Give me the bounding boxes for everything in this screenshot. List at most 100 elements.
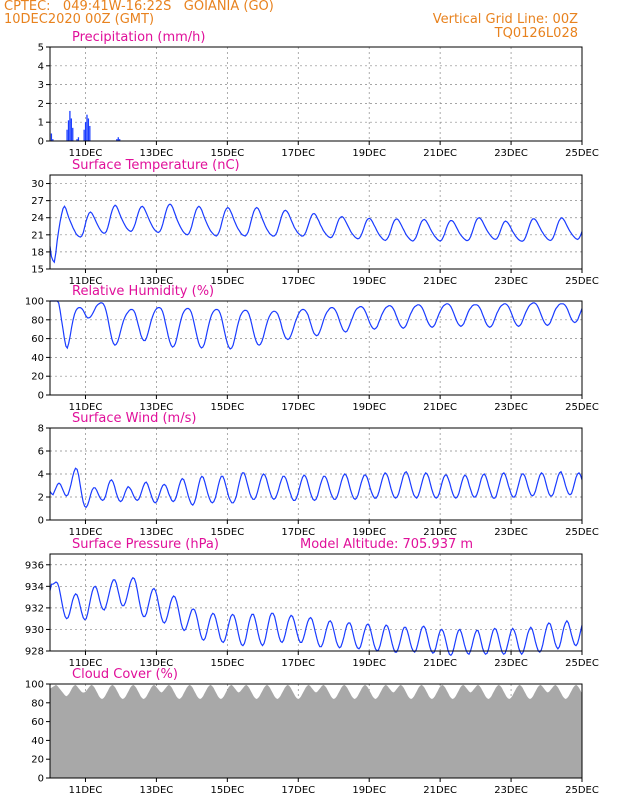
temp-xtick-label: 15DEC: [210, 276, 244, 287]
wind-xtick-label: 11DEC: [69, 527, 103, 538]
rh-xtick-label: 21DEC: [423, 402, 457, 413]
precip-xtick-label: 23DEC: [494, 148, 528, 159]
cloud-ytick-label: 0: [38, 774, 44, 785]
precip-bar: [119, 139, 121, 141]
wind-xtick-label: 13DEC: [140, 527, 174, 538]
cloud-xtick-label: 23DEC: [494, 785, 528, 796]
precip-bar: [52, 139, 54, 141]
rh-ytick-label: 0: [38, 391, 44, 402]
cloud-xtick-label: 21DEC: [423, 785, 457, 796]
precip-xtick-label: 17DEC: [281, 148, 315, 159]
wind-ytick-label: 6: [38, 447, 44, 458]
rh-ytick-label: 40: [31, 353, 44, 364]
precip-bar: [67, 120, 70, 141]
cloud-ytick-label: 100: [25, 680, 44, 691]
temp-ytick-label: 21: [31, 230, 44, 241]
precip-ytick-label: 4: [38, 61, 44, 72]
pres-xtick-label: 19DEC: [352, 658, 386, 669]
cloud-area: [50, 684, 582, 778]
grid-note: Vertical Grid Line: 00Z: [432, 12, 578, 27]
rh-xtick-label: 11DEC: [69, 402, 103, 413]
pres-line: [49, 576, 583, 657]
wind-ytick-label: 0: [38, 516, 44, 527]
precip-bar: [77, 137, 80, 141]
pres-xtick-label: 21DEC: [423, 658, 457, 669]
rh-frame: [49, 300, 583, 396]
wind-xtick-label: 21DEC: [423, 527, 457, 538]
temp-line: [49, 203, 583, 264]
precip-ytick-label: 0: [38, 137, 44, 148]
temp-ytick-label: 30: [31, 179, 44, 190]
temp-xtick-label: 13DEC: [140, 276, 174, 287]
precip-bar: [72, 127, 74, 141]
pres-ytick-label: 934: [25, 582, 44, 593]
rh-xtick-label: 25DEC: [565, 402, 599, 413]
precip-bar: [69, 110, 71, 141]
rh-line: [50, 300, 583, 350]
precip-bar: [116, 139, 118, 141]
temp-xtick-label: 11DEC: [69, 276, 103, 287]
precip-xtick-label: 19DEC: [352, 148, 386, 159]
pres-ytick-label: 932: [25, 603, 44, 614]
cloud-xtick-label: 25DEC: [565, 785, 599, 796]
cloud-xtick-label: 11DEC: [69, 785, 103, 796]
precip-bar: [50, 133, 53, 141]
pres-title: Surface Pressure (hPa): [72, 537, 219, 552]
pres-ytick-label: 936: [25, 560, 44, 571]
precip-bar: [83, 129, 85, 141]
pres-xtick-label: 17DEC: [281, 658, 315, 669]
pres-xtick-label: 23DEC: [494, 658, 528, 669]
temp-xtick-label: 23DEC: [494, 276, 528, 287]
model-code: TQ0126L028: [494, 26, 578, 41]
precip-ytick-label: 2: [38, 99, 44, 110]
rh-ytick-label: 20: [31, 372, 44, 383]
pres-xtick-label: 25DEC: [565, 658, 599, 669]
precip-title: Precipitation (mm/h): [72, 30, 205, 45]
wind-line: [49, 467, 583, 509]
wind-ytick-label: 4: [38, 470, 44, 481]
wind-ytick-label: 8: [38, 424, 44, 435]
precip-ytick-label: 3: [38, 80, 44, 91]
cloud-xtick-label: 17DEC: [281, 785, 315, 796]
temp-ytick-label: 27: [31, 196, 44, 207]
cloud-ytick-label: 20: [31, 755, 44, 766]
rh-xtick-label: 19DEC: [352, 402, 386, 413]
rh-ytick-label: 80: [31, 315, 44, 326]
precip-xtick-label: 25DEC: [565, 148, 599, 159]
precip-ytick-label: 1: [38, 118, 44, 129]
wind-ytick-label: 2: [38, 493, 44, 504]
cloud-ytick-label: 80: [31, 698, 44, 709]
rh-ytick-label: 60: [31, 334, 44, 345]
wind-xtick-label: 19DEC: [352, 527, 386, 538]
temp-title: Surface Temperature (nC): [72, 158, 240, 173]
station-header: CPTEC: 049:41W-16:22S GOIANIA (GO): [4, 0, 274, 14]
pres-ytick-label: 928: [25, 647, 44, 658]
run-date: 10DEC2020 00Z (GMT): [4, 12, 155, 27]
precip-ytick-label: 5: [38, 43, 44, 54]
wind-xtick-label: 23DEC: [494, 527, 528, 538]
wind-xtick-label: 15DEC: [210, 527, 244, 538]
rh-ytick-label: 100: [25, 297, 44, 308]
temp-xtick-label: 17DEC: [281, 276, 315, 287]
rh-title: Relative Humidity (%): [72, 284, 214, 299]
precip-frame: [49, 46, 583, 142]
precip-bar: [84, 122, 87, 141]
rh-xtick-label: 15DEC: [210, 402, 244, 413]
precip-bar: [70, 118, 72, 141]
cloud-xtick-label: 19DEC: [352, 785, 386, 796]
temp-ytick-label: 24: [31, 213, 44, 224]
cloud-xtick-label: 15DEC: [210, 785, 244, 796]
temp-xtick-label: 19DEC: [352, 276, 386, 287]
precip-xtick-label: 21DEC: [423, 148, 457, 159]
pres-xtick-label: 13DEC: [140, 658, 174, 669]
wind-title: Surface Wind (m/s): [72, 411, 196, 426]
precip-bar: [86, 114, 88, 141]
cloud-ytick-label: 60: [31, 717, 44, 728]
precip-bar: [89, 125, 91, 141]
precip-xtick-label: 15DEC: [210, 148, 244, 159]
pres-note: Model Altitude: 705.937 m: [300, 537, 473, 552]
precip-xtick-label: 11DEC: [69, 148, 103, 159]
rh-xtick-label: 13DEC: [140, 402, 174, 413]
pres-ytick-label: 930: [25, 625, 44, 636]
